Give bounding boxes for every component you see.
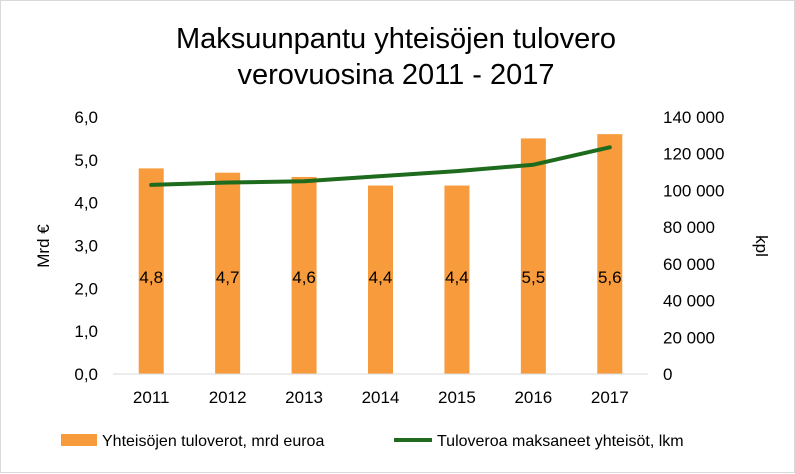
right-tick-label: 40 000 [663,292,715,311]
bar-2013 [291,176,317,374]
legend-label-line: Tuloveroa maksaneet yhteisöt, lkm [437,433,684,450]
right-tick-label: 20 000 [663,328,715,347]
bar-value-label: 4,7 [216,268,240,287]
right-tick-label: 60 000 [663,255,715,274]
bar-2012 [215,172,241,374]
right-tick-label: 0 [663,365,672,384]
x-tick-label: 2016 [514,388,552,407]
legend-label-bar: Yhteisöjen tuloverot, mrd euroa [102,433,324,450]
chart-title-line-2: verovuosina 2011 - 2017 [237,59,554,91]
line-yhteisot-lkm [149,145,612,187]
left-tick-label: 0,0 [74,365,98,384]
legend: Yhteisöjen tuloverot, mrd euroa Tulovero… [61,433,684,450]
bar-2016 [520,138,546,374]
right-tick-label: 120 000 [663,145,724,164]
right-tick-label: 80 000 [663,218,715,237]
right-tick-label: 140 000 [663,108,724,127]
bar-value-label: 4,4 [369,268,393,287]
left-tick-label: 3,0 [74,237,98,256]
x-tick-label: 2013 [285,388,323,407]
x-tick-label: 2012 [209,388,247,407]
bar-2011 [138,168,164,374]
bar-2017 [597,134,623,374]
left-tick-label: 1,0 [74,322,98,341]
left-tick-label: 2,0 [74,279,98,298]
right-axis-ticks: 0 20 000 40 000 60 000 80 000 100 000 120 000 1… [663,108,724,384]
bar-value-label: 4,6 [292,268,316,287]
bar-value-label: 4,8 [139,268,163,287]
bar-series [138,134,623,374]
bar-value-label: 5,6 [598,268,622,287]
left-tick-label: 5,0 [74,151,98,170]
right-tick-label: 100 000 [663,181,724,200]
x-tick-label: 2011 [133,388,170,407]
left-tick-label: 4,0 [74,194,98,213]
left-axis-label: Mrd € [34,224,53,268]
bar-value-label: 4,4 [445,268,469,287]
bar-data-labels: 4,8 4,7 4,6 4,4 4,4 5,5 5,6 [139,268,621,287]
left-axis-ticks: 0,0 1,0 2,0 3,0 4,0 5,0 6,0 [74,108,98,384]
chart-title-line-1: Maksuunpantu yhteisöjen tulovero [176,23,616,55]
line-series [149,145,612,187]
bar-2014 [368,185,393,374]
x-tick-label: 2014 [362,388,400,407]
x-axis-ticks: 2011 2012 2013 2014 2015 2016 2017 [133,388,629,407]
x-tick-label: 2017 [591,388,629,407]
legend-swatch-bar [61,434,97,446]
left-tick-label: 6,0 [74,108,98,127]
x-tick-label: 2015 [438,388,476,407]
bar-value-label: 5,5 [522,268,546,287]
right-axis-label: kpl [752,235,771,257]
bar-2015 [444,185,470,374]
